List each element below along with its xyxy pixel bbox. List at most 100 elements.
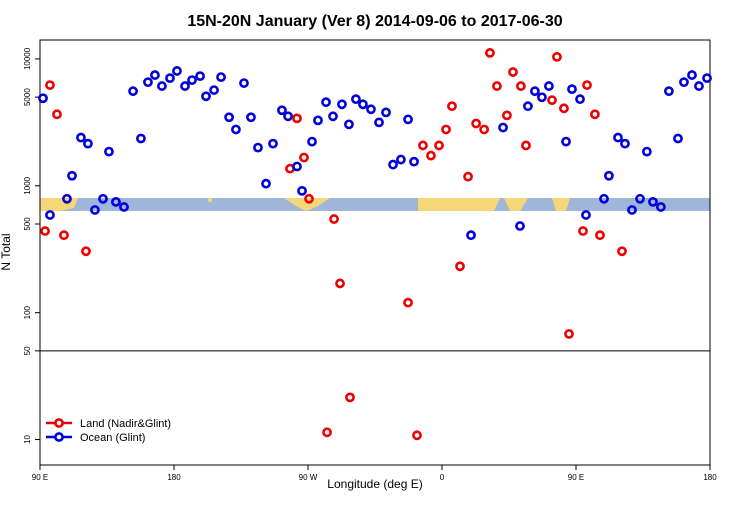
y-tick-label: 5000 [23, 88, 32, 106]
point [582, 80, 592, 90]
point [648, 196, 658, 207]
point [187, 75, 197, 86]
x-tick-label: 180 [167, 473, 181, 482]
x-tick-label: 90 E [32, 473, 48, 482]
legend-label: Land (Nadir&Glint) [80, 418, 171, 430]
point [471, 118, 481, 129]
point [581, 210, 591, 220]
point [455, 261, 465, 272]
x-tick-label: 90 W [299, 473, 318, 482]
point [297, 185, 307, 196]
point [40, 226, 50, 236]
y-tick-label: 1000 [23, 176, 32, 194]
point [521, 140, 531, 151]
point [673, 133, 683, 144]
point [523, 101, 533, 112]
point [502, 110, 512, 121]
point [627, 205, 637, 215]
point [635, 193, 645, 204]
point [292, 113, 302, 124]
point [322, 427, 332, 438]
point [119, 202, 129, 212]
point [292, 161, 302, 172]
point [283, 111, 293, 122]
point [485, 47, 495, 58]
point [299, 152, 309, 163]
map-strip [40, 198, 710, 211]
point [62, 193, 72, 204]
point [498, 122, 508, 133]
point [143, 77, 153, 88]
point [537, 92, 547, 103]
point [321, 97, 331, 108]
y-tick-label: 100 [23, 305, 32, 319]
x-axis-label: Longitude (deg E) [327, 477, 422, 491]
point [403, 297, 413, 308]
point [313, 115, 323, 126]
point [104, 146, 114, 157]
point [544, 81, 554, 91]
point [157, 81, 167, 91]
point [328, 111, 338, 122]
point [374, 117, 384, 128]
point [664, 86, 674, 97]
point [216, 72, 226, 83]
point [702, 73, 712, 84]
point [617, 246, 627, 257]
x-tick-label: 0 [440, 473, 445, 482]
x-tick-label: 90 E [568, 473, 584, 482]
point [599, 193, 609, 204]
point [83, 138, 93, 149]
point [180, 81, 190, 91]
point [344, 119, 354, 130]
point [136, 133, 146, 144]
point [516, 81, 526, 91]
point [268, 138, 278, 149]
point [613, 132, 623, 143]
point [434, 140, 444, 151]
point [463, 171, 473, 182]
point [345, 392, 355, 403]
point [201, 91, 211, 102]
point [388, 159, 398, 170]
point [679, 77, 689, 88]
point [403, 114, 413, 125]
point [578, 226, 588, 236]
point [128, 86, 138, 97]
legend-marker [54, 432, 64, 442]
point [508, 67, 518, 77]
point [81, 246, 91, 257]
point [45, 210, 55, 220]
point [59, 230, 69, 241]
y-tick-label: 500 [23, 217, 32, 231]
point [441, 124, 451, 135]
point [38, 93, 48, 104]
chart-title: 15N-20N January (Ver 8) 2014-09-06 to 20… [187, 13, 562, 30]
point [559, 103, 569, 114]
point [366, 104, 376, 115]
point [604, 170, 614, 181]
y-axis-label: N Total [0, 233, 13, 270]
point [45, 80, 55, 90]
point [246, 112, 256, 123]
point [150, 70, 160, 80]
legend-marker [54, 418, 64, 428]
point [466, 230, 476, 241]
point [209, 85, 219, 95]
point [418, 140, 428, 151]
point [381, 107, 391, 118]
x-tick-label: 180 [703, 473, 717, 482]
point [409, 156, 419, 167]
point [620, 138, 630, 149]
point [641, 146, 652, 157]
point [307, 136, 317, 147]
point [492, 81, 502, 91]
legend-label: Ocean (Glint) [80, 432, 145, 444]
point [337, 99, 347, 110]
point [329, 214, 339, 224]
point [358, 99, 368, 110]
point [52, 109, 62, 120]
point [547, 95, 557, 106]
point [595, 230, 605, 241]
